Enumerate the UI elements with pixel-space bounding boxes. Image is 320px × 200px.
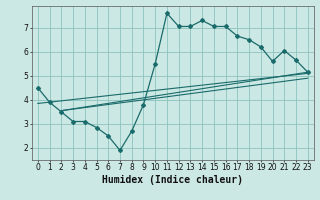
X-axis label: Humidex (Indice chaleur): Humidex (Indice chaleur) (102, 175, 243, 185)
